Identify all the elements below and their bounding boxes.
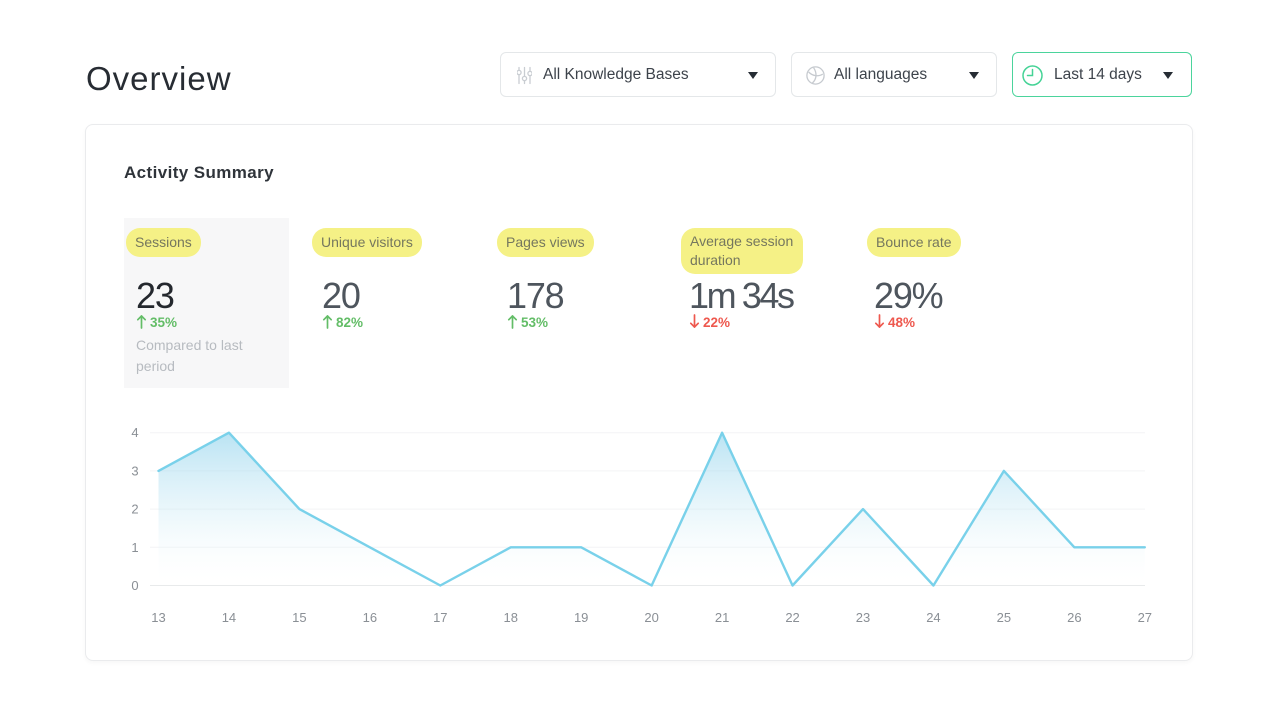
svg-text:2: 2 — [131, 502, 138, 517]
svg-text:27: 27 — [1138, 610, 1152, 625]
svg-text:18: 18 — [504, 610, 518, 625]
svg-text:0: 0 — [131, 578, 138, 593]
svg-text:13: 13 — [151, 610, 165, 625]
svg-text:25: 25 — [997, 610, 1011, 625]
svg-text:16: 16 — [363, 610, 377, 625]
svg-text:24: 24 — [926, 610, 940, 625]
svg-text:26: 26 — [1067, 610, 1081, 625]
svg-text:1: 1 — [131, 540, 138, 555]
svg-text:19: 19 — [574, 610, 588, 625]
svg-text:23: 23 — [856, 610, 870, 625]
svg-text:21: 21 — [715, 610, 729, 625]
svg-text:3: 3 — [131, 463, 138, 478]
svg-text:14: 14 — [222, 610, 236, 625]
svg-text:22: 22 — [785, 610, 799, 625]
svg-text:17: 17 — [433, 610, 447, 625]
svg-text:15: 15 — [292, 610, 306, 625]
svg-text:4: 4 — [131, 425, 138, 440]
svg-text:20: 20 — [644, 610, 658, 625]
